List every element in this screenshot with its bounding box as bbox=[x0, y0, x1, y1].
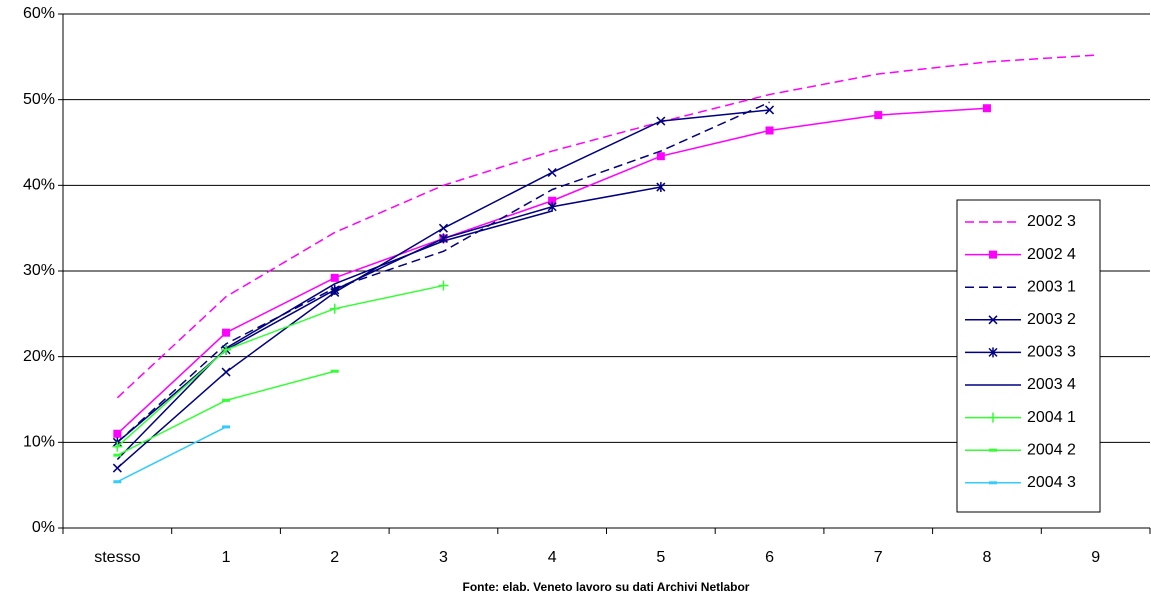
marker bbox=[656, 116, 666, 126]
y-tick-label: 10% bbox=[23, 434, 55, 451]
marker bbox=[656, 182, 666, 193]
legend-label: 2003 1 bbox=[1027, 278, 1076, 295]
x-tick-label: 5 bbox=[656, 549, 665, 566]
series-line bbox=[116, 284, 444, 448]
series-line bbox=[116, 210, 553, 460]
marker-square bbox=[765, 126, 774, 135]
legend-box bbox=[956, 199, 1101, 513]
marker bbox=[329, 303, 340, 314]
marker bbox=[982, 104, 991, 113]
x-tick-label: stesso bbox=[94, 549, 140, 566]
y-tick-label: 50% bbox=[23, 91, 55, 108]
legend-label: 2003 4 bbox=[1027, 376, 1076, 393]
x-tick-label: 3 bbox=[439, 549, 448, 566]
marker-square bbox=[548, 196, 557, 205]
marker-square bbox=[989, 250, 997, 259]
marker bbox=[656, 152, 665, 161]
series-line bbox=[116, 186, 661, 443]
marker-stroke bbox=[988, 315, 998, 325]
y-tick-label: 0% bbox=[32, 519, 55, 536]
marker bbox=[548, 196, 557, 205]
y-tick-label: 40% bbox=[23, 177, 55, 194]
x-tick-label: 7 bbox=[874, 549, 883, 566]
series-line bbox=[116, 54, 1096, 399]
marker bbox=[112, 441, 123, 452]
x-tick-label: 1 bbox=[222, 549, 231, 566]
legend-label: 2004 3 bbox=[1027, 474, 1076, 491]
marker bbox=[988, 315, 998, 325]
marker bbox=[988, 347, 998, 358]
marker bbox=[989, 250, 997, 259]
marker-square bbox=[113, 429, 122, 438]
marker bbox=[221, 367, 231, 377]
legend-label: 2002 3 bbox=[1027, 213, 1076, 230]
series-line bbox=[117, 426, 227, 483]
marker bbox=[874, 111, 883, 120]
legend-label: 2004 2 bbox=[1027, 441, 1076, 458]
legend-label: 2003 3 bbox=[1027, 344, 1076, 361]
y-tick-label: 20% bbox=[23, 348, 55, 365]
legend-label: 2002 4 bbox=[1027, 246, 1076, 263]
marker-square bbox=[874, 111, 883, 120]
y-tick-label: 60% bbox=[23, 5, 55, 22]
marker bbox=[222, 328, 231, 337]
marker-square bbox=[656, 152, 665, 161]
marker bbox=[765, 126, 774, 135]
marker bbox=[438, 223, 448, 233]
marker bbox=[547, 167, 557, 178]
footer: Fonte: elab. Veneto lavoro su dati Archi… bbox=[463, 580, 750, 594]
marker bbox=[988, 412, 998, 423]
marker bbox=[112, 463, 122, 473]
x-tick-label: 6 bbox=[765, 549, 774, 566]
x-tick-label: 9 bbox=[1091, 549, 1100, 566]
marker bbox=[221, 344, 232, 355]
marker-square bbox=[222, 328, 231, 337]
marker-stroke bbox=[112, 463, 122, 473]
legend-label: 2004 1 bbox=[1027, 409, 1076, 426]
marker bbox=[547, 201, 557, 212]
marker-square bbox=[330, 273, 339, 282]
marker bbox=[438, 280, 449, 291]
marker-stroke bbox=[438, 223, 448, 233]
marker-stroke bbox=[221, 367, 231, 377]
marker bbox=[330, 273, 339, 282]
marker-stroke bbox=[656, 116, 666, 126]
x-tick-label: 8 bbox=[982, 549, 991, 566]
series-line bbox=[116, 101, 770, 443]
marker bbox=[330, 284, 340, 295]
y-tick-label: 30% bbox=[23, 262, 55, 279]
x-tick-label: 4 bbox=[548, 549, 557, 566]
marker-stroke bbox=[765, 105, 775, 115]
marker bbox=[765, 105, 775, 115]
marker-stroke bbox=[547, 167, 557, 178]
marker bbox=[113, 429, 122, 438]
x-tick-label: 2 bbox=[330, 549, 339, 566]
marker-square bbox=[982, 104, 991, 113]
legend-label: 2003 2 bbox=[1027, 311, 1076, 328]
